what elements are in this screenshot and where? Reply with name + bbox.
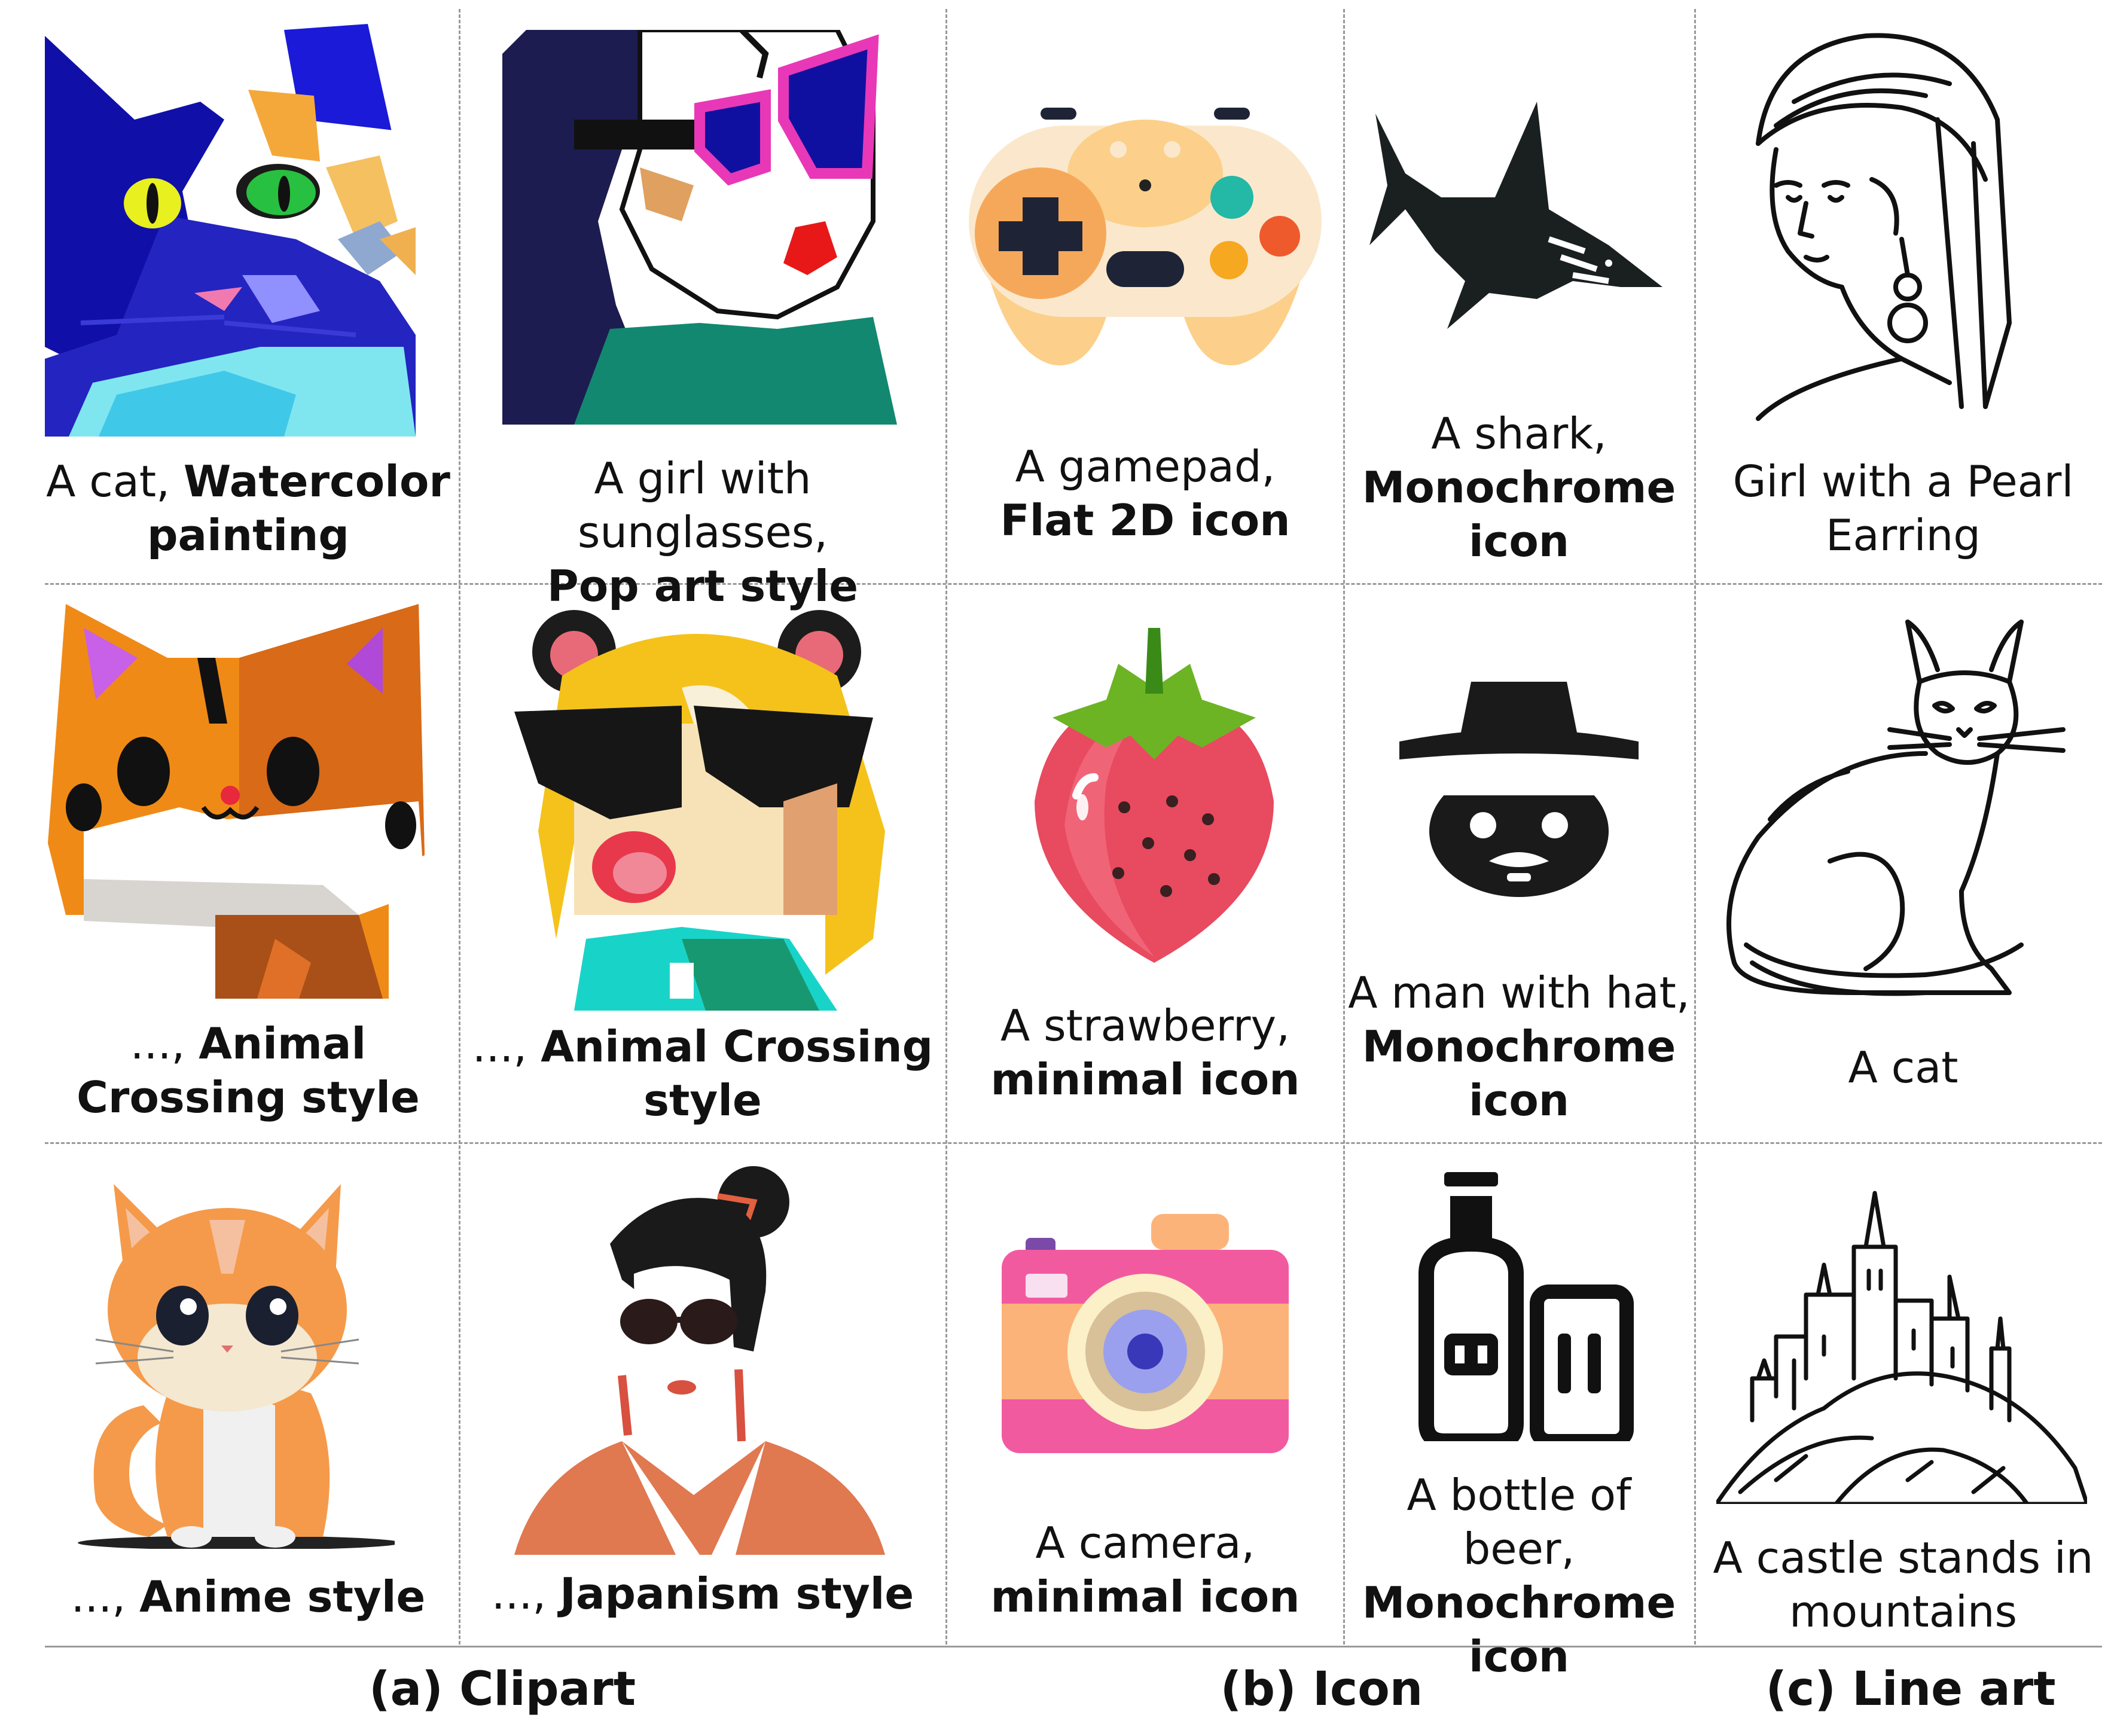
caption-r2c5: A cat — [1704, 1041, 2102, 1094]
beer-image — [1408, 1172, 1642, 1441]
caption-style: minimal icon — [990, 1572, 1300, 1622]
caption-style: Flat 2D icon — [1000, 495, 1291, 545]
caption-plain: A shark, — [1431, 408, 1607, 459]
caption-plain: ..., — [472, 1021, 541, 1072]
caption-r1c3: A gamepad, Flat 2D icon — [957, 440, 1334, 547]
divider-row-1 — [45, 583, 2102, 585]
caption-style: Monochrome icon — [1362, 1578, 1676, 1682]
caption-plain: A gamepad, — [1015, 441, 1276, 492]
anime-cat-image — [60, 1166, 395, 1549]
caption-plain: Girl with a Pearl Earring — [1732, 456, 2074, 560]
caption-plain: ..., — [71, 1572, 140, 1622]
caption-style: Animal Crossing style — [541, 1021, 934, 1125]
caption-r2c1: ..., Animal Crossing style — [45, 1017, 452, 1124]
caption-style: Japanism style — [560, 1569, 914, 1619]
pearl-girl-image — [1722, 24, 2045, 431]
caption-plain: A cat, — [46, 456, 184, 507]
divider-col-4 — [1694, 9, 1696, 1645]
caption-r3c2: ..., Japanism style — [466, 1567, 939, 1621]
divider-row-2 — [45, 1142, 2102, 1144]
caption-plain: ..., — [130, 1018, 199, 1069]
caption-plain: A strawberry, — [1000, 1000, 1290, 1051]
caption-plain: A cat — [1848, 1042, 1958, 1093]
caption-plain: A bottle of beer, — [1407, 1470, 1631, 1574]
caption-r1c5: Girl with a Pearl Earring — [1704, 454, 2102, 562]
camera-image — [1002, 1214, 1289, 1453]
caption-r2c2: ..., Animal Crossing style — [466, 1020, 939, 1127]
caption-r1c1: A cat, Watercolor painting — [45, 454, 452, 562]
line-cat-image — [1710, 610, 2069, 999]
caption-style: Monochrome icon — [1362, 462, 1676, 566]
caption-plain: ..., — [491, 1569, 560, 1619]
caption-r1c4: A shark, Monochrome icon — [1346, 407, 1692, 568]
caption-plain: A castle stands in mountains — [1713, 1533, 2094, 1637]
caption-r3c3: A camera, minimal icon — [957, 1516, 1334, 1624]
caption-plain: A girl with sunglasses, — [577, 453, 828, 557]
hat-man-image — [1399, 682, 1639, 897]
japanism-woman-image — [502, 1160, 891, 1555]
caption-style: Animal Crossing style — [77, 1018, 420, 1122]
caption-style: Watercolor painting — [147, 456, 450, 560]
ac-girl-image — [502, 604, 897, 1011]
ac-cat-image — [48, 604, 425, 999]
divider-col-3 — [1343, 9, 1345, 1645]
caption-style: minimal icon — [990, 1054, 1300, 1105]
caption-style: Anime style — [139, 1572, 426, 1622]
caption-style: Pop art style — [547, 561, 859, 611]
caption-plain: A man with hat, — [1348, 968, 1690, 1018]
shark-image — [1369, 90, 1668, 329]
castle-image — [1716, 1181, 2087, 1504]
group-label-lineart: (c) Line art — [1765, 1662, 2056, 1716]
divider-col-2 — [945, 9, 947, 1645]
caption-plain: A camera, — [1035, 1518, 1255, 1568]
caption-r1c2: A girl with sunglasses, Pop art style — [466, 451, 939, 613]
caption-r2c3: A strawberry, minimal icon — [957, 999, 1334, 1106]
group-label-clipart: (a) Clipart — [368, 1662, 636, 1716]
caption-style: Monochrome icon — [1362, 1021, 1676, 1125]
group-label-icon: (b) Icon — [1220, 1662, 1423, 1716]
caption-r3c4: A bottle of beer, Monochrome icon — [1346, 1468, 1692, 1683]
caption-r3c1: ..., Anime style — [45, 1570, 452, 1624]
watercolor-cat-image — [45, 24, 416, 437]
divider-bottom — [45, 1646, 2102, 1647]
caption-r2c4: A man with hat, Monochrome icon — [1346, 966, 1692, 1127]
popart-girl-image — [502, 30, 897, 425]
strawberry-image — [1029, 628, 1280, 963]
divider-col-1 — [459, 9, 460, 1645]
gamepad-image — [957, 102, 1334, 377]
caption-r3c5: A castle stands in mountains — [1704, 1531, 2102, 1639]
